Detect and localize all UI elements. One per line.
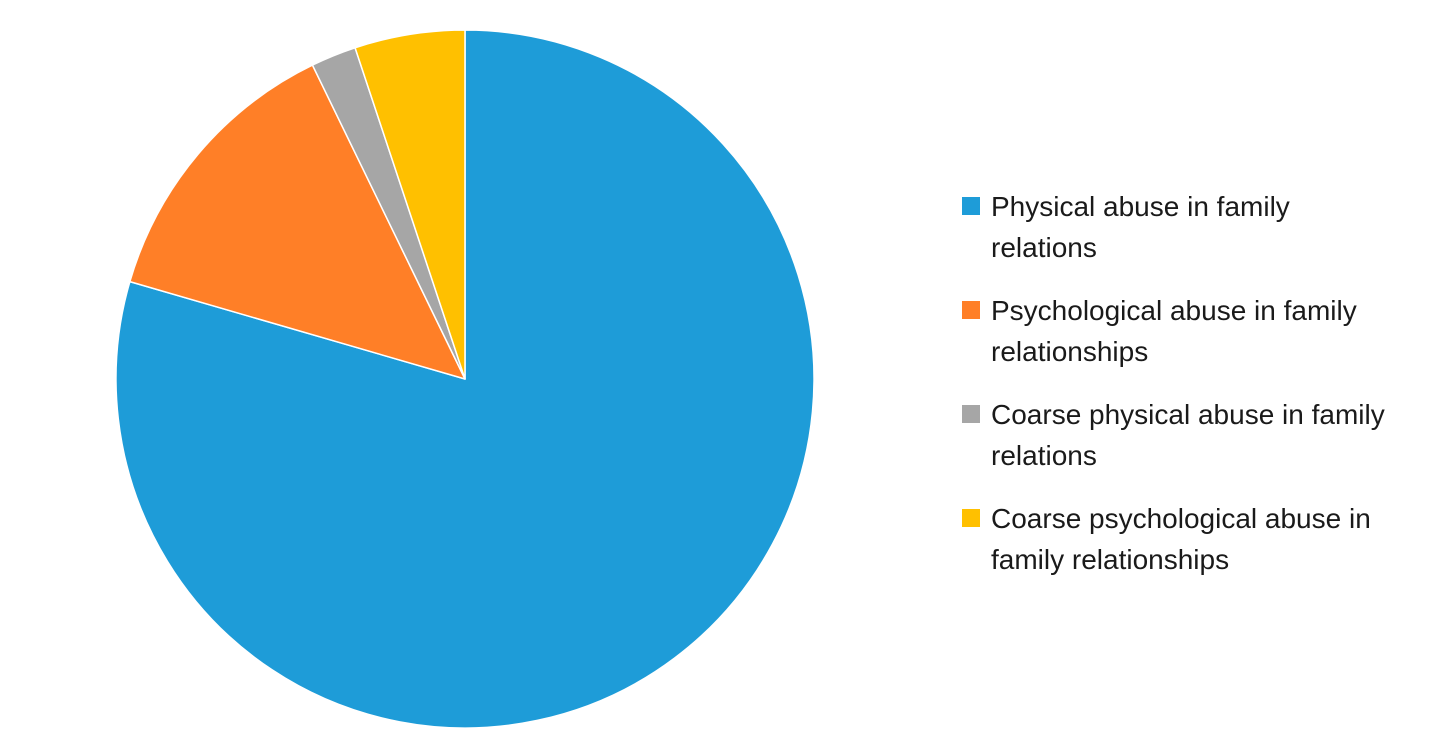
legend-swatch-coarse-physical-abuse (962, 405, 980, 423)
legend-swatch-psychological-abuse (962, 301, 980, 319)
legend-item-physical-abuse: Physical abuse in family relations (962, 186, 1432, 290)
legend-label-physical-abuse-line1: Physical abuse in family (991, 191, 1290, 222)
pie-slice-psychological-abuse (129, 64, 466, 380)
legend-label-psychological-abuse-line1: Psychological abuse in family (991, 295, 1357, 326)
pie-slice-coarse-psychological-abuse (354, 29, 466, 380)
legend-item-psychological-abuse: Psychological abuse in family relationsh… (962, 290, 1432, 394)
legend: Physical abuse in family relations Psych… (962, 186, 1432, 602)
legend-label-physical-abuse-line2: relations (991, 232, 1097, 263)
legend-label-coarse-physical-abuse-line1: Coarse physical abuse in family (991, 399, 1385, 430)
legend-label-psychological-abuse-line2: relationships (991, 336, 1149, 367)
legend-label-coarse-psychological-abuse-line1: Coarse psychological abuse in (991, 503, 1371, 534)
legend-item-coarse-physical-abuse: Coarse physical abuse in family relation… (962, 394, 1432, 498)
legend-swatch-coarse-psychological-abuse (962, 509, 980, 527)
legend-label-coarse-psychological-abuse-line2: family relationships (991, 544, 1230, 575)
legend-item-coarse-psychological-abuse: Coarse psychological abuse in family rel… (962, 498, 1432, 602)
legend-swatch-physical-abuse (962, 197, 980, 215)
legend-label-coarse-physical-abuse-line2: relations (991, 440, 1097, 471)
